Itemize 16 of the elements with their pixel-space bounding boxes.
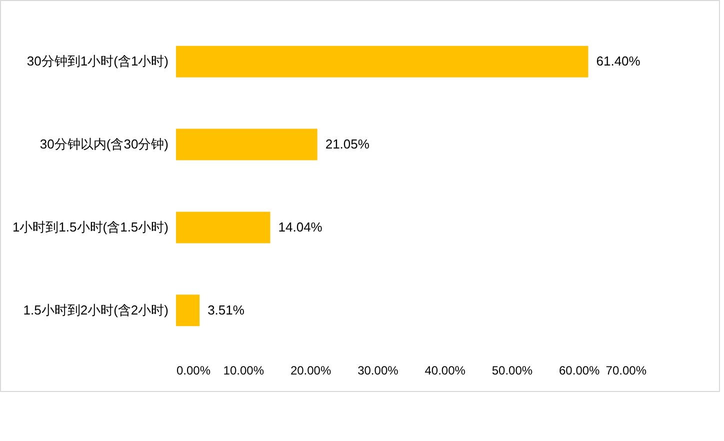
data-label: 61.40% — [596, 54, 641, 69]
y-tick-label: 1小时到1.5小时(含1.5小时) — [12, 219, 168, 234]
x-tick-label: 70.00% — [606, 364, 647, 378]
x-tick-label: 40.00% — [424, 364, 466, 378]
x-tick-label: 0.00% — [176, 364, 211, 378]
x-tick-label: 50.00% — [492, 364, 533, 378]
x-tick-label: 10.00% — [223, 364, 264, 378]
y-tick-label: 1.5小时到2小时(含2小时) — [23, 302, 168, 318]
x-tick-label: 30.00% — [358, 364, 399, 378]
data-label: 21.05% — [325, 136, 370, 152]
y-tick-label: 30分钟以内(含30分钟) — [40, 136, 168, 152]
data-label: 14.04% — [278, 219, 323, 234]
x-tick-label: 60.00% — [559, 364, 600, 378]
data-label: 3.51% — [208, 302, 245, 318]
x-tick-label: 20.00% — [290, 364, 332, 378]
y-tick-label: 30分钟到1小时(含1小时) — [26, 54, 168, 69]
